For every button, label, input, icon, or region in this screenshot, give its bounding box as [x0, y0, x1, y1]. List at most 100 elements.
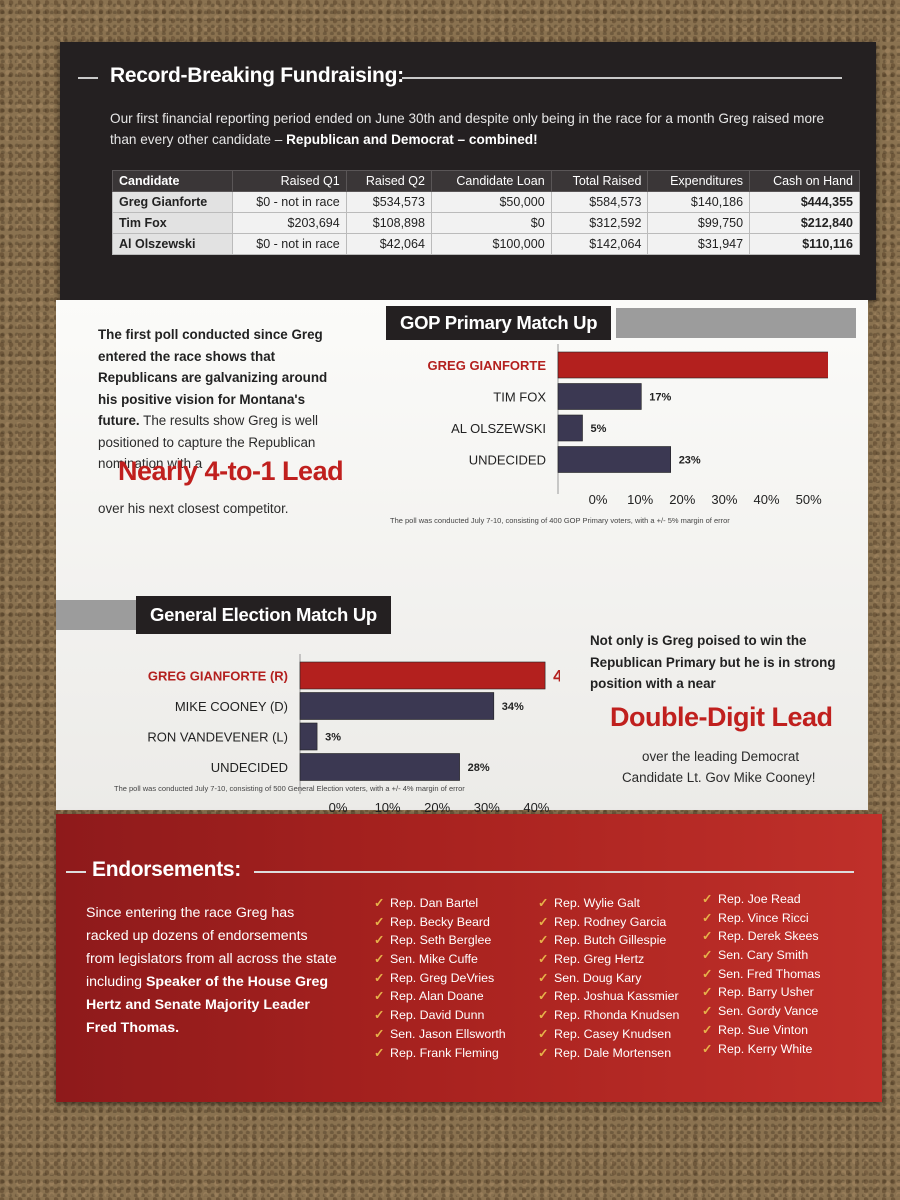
- table-cell: $31,947: [647, 233, 751, 255]
- category-label: AL OLSZEWSKI: [451, 421, 546, 436]
- list-item: ✓ Rep. Rodney Garcia: [538, 913, 679, 932]
- x-tick-label: 30%: [474, 800, 500, 815]
- list-item: ✓ Rep. Joe Read: [702, 890, 820, 909]
- gop-poll-note: The poll was conducted July 7-10, consis…: [390, 516, 730, 525]
- data-label: 5%: [591, 423, 607, 435]
- table-cell: $0 - not in race: [231, 191, 347, 213]
- table-cell: Greg Gianforte: [112, 191, 233, 213]
- list-item: ✓ Rep. Frank Fleming: [374, 1044, 506, 1063]
- list-item: ✓ Rep. Rhonda Knudsen: [538, 1006, 679, 1025]
- list-item: ✓ Rep. Seth Berglee: [374, 931, 506, 950]
- table-row: Tim Fox $203,694 $108,898 $0 $312,592 $9…: [112, 212, 860, 234]
- check-icon: ✓: [702, 1004, 713, 1019]
- column-header: Total Raised: [550, 170, 649, 192]
- bar: [557, 446, 671, 473]
- endorsements-column-3: ✓ Rep. Joe Read ✓ Rep. Vince Ricci ✓ Rep. D…: [702, 890, 820, 1058]
- x-tick-label: 0%: [329, 800, 348, 815]
- table-row: Al Olszewski $0 - not in race $42,064 $1…: [112, 233, 860, 255]
- endorsements-section: Endorsements: Since entering the race Gr…: [56, 814, 882, 1102]
- table-cell: $584,573: [550, 191, 649, 213]
- table-cell: $99,750: [647, 212, 751, 234]
- x-tick-label: 40%: [523, 800, 549, 815]
- check-icon: ✓: [702, 929, 713, 944]
- list-item: ✓ Sen. Gordy Vance: [702, 1002, 820, 1021]
- category-label: GREG GIANFORTE: [428, 358, 547, 373]
- list-item: ✓ Sen. Jason Ellsworth: [374, 1025, 506, 1044]
- general-poll-note: The poll was conducted July 7-10, consis…: [114, 784, 465, 793]
- table-cell: Al Olszewski: [112, 233, 233, 255]
- category-label: RON VANDEVENER (L): [147, 730, 288, 745]
- check-icon: ✓: [374, 970, 385, 985]
- check-icon: ✓: [538, 1045, 549, 1060]
- endorsements-title: Endorsements:: [92, 858, 241, 881]
- general-bar-chart: GREG GIANFORTE (R) 43% MIKE COONEY (D) 34% R…: [147, 654, 560, 815]
- table-cell: $0 - not in race: [231, 233, 347, 255]
- list-item: ✓ Rep. Greg DeVries: [374, 969, 506, 988]
- check-icon: ✓: [702, 966, 713, 981]
- endorsements-paragraph: Since entering the race Greg has racked …: [86, 905, 337, 1036]
- campaign-flyer: Record-Breaking Fundraising: Our first f…: [56, 42, 884, 1102]
- title-rule-left: [78, 77, 98, 79]
- table-cell: $42,064: [345, 233, 432, 255]
- list-item: ✓ Rep. Becky Beard: [374, 913, 506, 932]
- general-headline: Double-Digit Lead: [610, 702, 833, 732]
- fundraising-title: Record-Breaking Fundraising:: [110, 64, 404, 87]
- bar: [557, 383, 642, 410]
- general-subline-1: over the leading Democrat: [642, 749, 800, 764]
- table-cell: $534,573: [345, 191, 432, 213]
- list-item: ✓ Rep. Kerry White: [702, 1040, 820, 1059]
- check-icon: ✓: [702, 948, 713, 963]
- column-header: Raised Q1: [231, 170, 347, 192]
- check-icon: ✓: [374, 989, 385, 1004]
- endorsements-column-1: ✓ Rep. Dan Bartel ✓ Rep. Becky Beard ✓ Rep.…: [374, 894, 506, 1062]
- list-item: ✓ Rep. David Dunn: [374, 1006, 506, 1025]
- check-icon: ✓: [702, 910, 713, 925]
- check-icon: ✓: [538, 1008, 549, 1023]
- category-label: UNDECIDED: [469, 453, 546, 468]
- list-item: ✓ Sen. Cary Smith: [702, 946, 820, 965]
- list-item: ✓ Rep. Sue Vinton: [702, 1021, 820, 1040]
- check-icon: ✓: [538, 989, 549, 1004]
- table-cell: $110,116: [749, 233, 860, 255]
- check-icon: ✓: [538, 896, 549, 910]
- fundraising-section: Record-Breaking Fundraising: Our first f…: [60, 42, 876, 300]
- list-item: ✓ Sen. Mike Cuffe: [374, 950, 506, 969]
- column-header: Expenditures: [647, 170, 751, 192]
- column-header: Raised Q2: [345, 170, 432, 192]
- general-paragraph: Not only is Greg poised to win the Repub…: [590, 633, 836, 691]
- check-icon: ✓: [702, 1041, 713, 1056]
- endorsements-column-2: ✓ Rep. Wylie Galt ✓ Rep. Rodney Garcia ✓ Re…: [538, 894, 679, 1062]
- table-cell: $203,694: [231, 212, 347, 234]
- table-cell: $100,000: [430, 233, 552, 255]
- check-icon: ✓: [374, 1026, 385, 1041]
- check-icon: ✓: [374, 1045, 385, 1060]
- list-item: ✓ Sen. Fred Thomas: [702, 965, 820, 984]
- gop-title-bar: [616, 308, 856, 338]
- column-header: Cash on Hand: [749, 170, 860, 192]
- check-icon: ✓: [538, 914, 549, 929]
- gop-title: GOP Primary Match Up: [386, 306, 612, 340]
- bar: [299, 692, 495, 720]
- list-item: ✓ Rep. Casey Knudsen: [538, 1025, 679, 1044]
- category-label: GREG GIANFORTE (R): [148, 669, 288, 684]
- x-tick-label: 20%: [669, 492, 695, 507]
- gop-paragraph: The first poll conducted since Greg ente…: [98, 327, 328, 471]
- data-label: 28%: [468, 762, 490, 774]
- bar: [299, 661, 546, 690]
- table-cell: $312,592: [550, 212, 649, 234]
- general-subline-2: Candidate Lt. Gov Mike Cooney!: [622, 770, 816, 785]
- table-cell: $0: [430, 212, 552, 234]
- category-label: MIKE COONEY (D): [175, 699, 288, 714]
- title-rule-left: [66, 871, 86, 873]
- table-cell: $108,898: [345, 212, 432, 234]
- gop-headline: Nearly 4-to-1 Lead: [118, 456, 344, 486]
- bar: [299, 753, 460, 781]
- table-cell: $140,186: [647, 191, 751, 213]
- list-item: ✓ Rep. Dan Bartel: [374, 894, 506, 913]
- x-tick-label: 20%: [424, 800, 450, 815]
- check-icon: ✓: [538, 970, 549, 985]
- data-label: 43%: [553, 667, 560, 686]
- fundraising-table: Candidate Raised Q1 Raised Q2 Candidate …: [112, 170, 860, 255]
- table-row: Greg Gianforte $0 - not in race $534,573…: [112, 191, 860, 213]
